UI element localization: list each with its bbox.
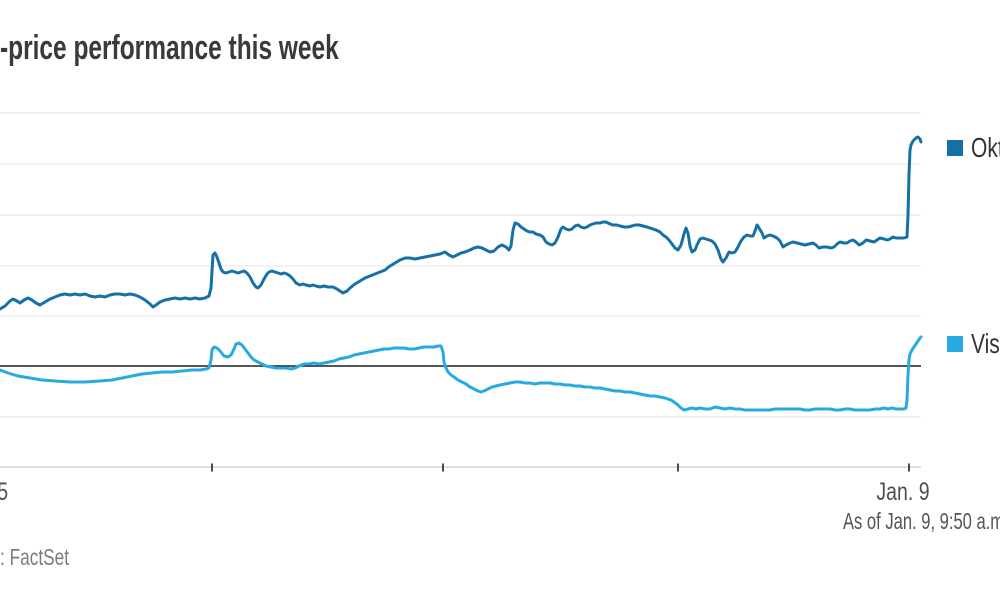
legend-item-okta: Okta — [947, 134, 1000, 162]
okta-legend-label: Okta — [971, 132, 1000, 163]
visa-legend-swatch-icon — [947, 336, 963, 352]
okta-line — [0, 135, 923, 311]
chart-title: -price performance this week — [0, 29, 339, 67]
x-axis-label-jan9: Jan. 9 — [876, 478, 930, 506]
okta-legend-swatch-icon — [947, 140, 963, 156]
x-axis-label-jan5: Jan. 5 — [0, 480, 8, 505]
visa-line — [0, 335, 923, 412]
as-of-note: As of Jan. 9, 9:50 a.m. ET — [843, 508, 1000, 534]
visa-legend-label: Visa — [971, 328, 1000, 359]
source-credit: : FactSet — [0, 544, 70, 570]
legend-item-visa: Visa — [947, 330, 1000, 358]
